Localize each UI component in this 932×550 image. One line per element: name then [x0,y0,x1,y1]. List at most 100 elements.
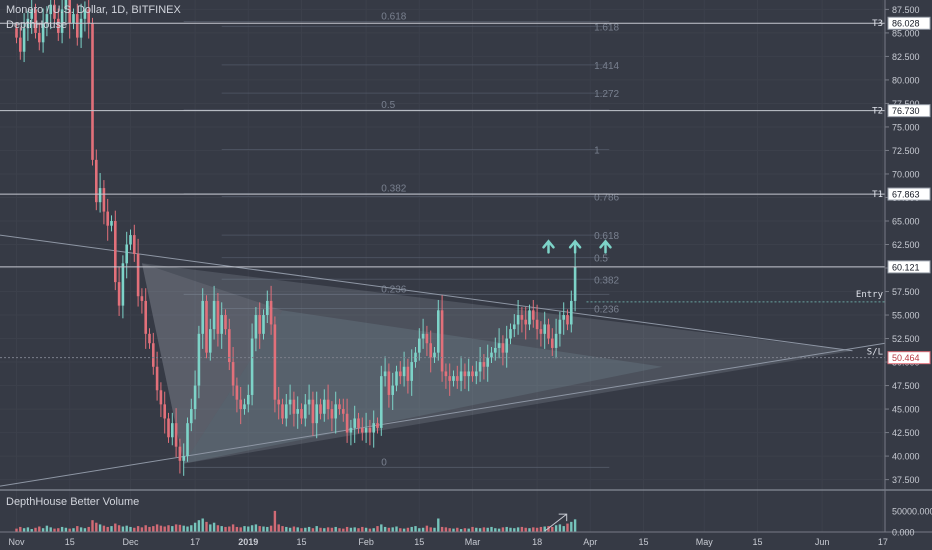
volume-bar [87,526,90,532]
candle-body [45,14,49,24]
candle-body [437,310,440,353]
volume-bar [535,527,539,532]
volume-bar [429,527,432,532]
volume-bar [266,526,269,532]
candle-body [425,333,429,344]
candle-body [490,352,493,358]
volume-bar [376,526,379,532]
candle-body [326,399,330,410]
volume-bar [532,527,535,532]
candle-body [281,404,284,419]
candle-body [216,300,220,334]
volume-bar [528,528,531,532]
volume-bar [361,526,364,532]
candle-body [258,315,261,334]
volume-bar [513,528,516,532]
fib-label: 0.5 [381,100,395,111]
candle-body [277,399,280,405]
volume-indicator-label[interactable]: DepthHouse Better Volume [6,496,140,508]
price-tick-label: 70.000 [892,169,920,179]
volume-bar [304,527,307,532]
price-label-value: 67.863 [892,190,920,200]
volume-bar [38,526,41,532]
volume-bar [178,524,182,532]
fib-label: 0.382 [381,184,406,195]
candles [15,0,577,476]
candle-body [311,399,315,424]
time-axis: Nov 15 Dec 17 2019 15 Feb 15 Mar 18 Apr 15 May 15 Jun 1… [8,537,887,547]
volume-bar [26,527,30,532]
volume-bar [212,522,216,532]
volume-bar [456,527,459,532]
candle-body [144,300,147,334]
indicator-label[interactable]: DepthHouse [6,19,68,31]
triangle-inner [183,310,663,464]
fib-label: 0.236 [381,284,406,295]
volume-bar [102,525,106,532]
candle-body [349,427,353,433]
price-tick-label: 82.500 [892,52,920,62]
candle-body [372,423,375,433]
volume-bar [288,527,292,532]
candle-body [414,352,417,363]
candle-body [34,9,37,33]
volume-bar [539,526,543,532]
candle-body [72,14,75,24]
fib-ext-label: 1.618 [594,22,619,33]
candle-body [250,338,254,395]
trend-arrow-icon [544,513,568,532]
candle-body [182,456,185,461]
volume-bar [152,526,155,532]
volume-bar [30,529,33,532]
time-tick-label: 15 [296,537,306,547]
volume-pane [0,489,932,532]
candle-body [338,404,341,410]
volume-bar [554,525,558,532]
volume-tick-label: 0.000 [892,528,915,538]
breakout-arrows [542,239,612,254]
volume-bar [186,526,189,532]
volume-bar [174,524,178,532]
candle-body [520,315,524,320]
volume-bar [254,524,258,532]
candle-body [87,9,90,24]
volume-bar [133,527,136,532]
volume-bar [459,529,463,532]
candle-body [547,324,550,339]
volume-bar [167,525,170,532]
candle-body [543,324,546,334]
volume-bar [334,526,337,532]
candle-body [163,404,166,419]
volume-bar [269,525,273,532]
volume-bar [262,526,265,532]
candle-body [478,362,482,372]
candle-body [91,23,94,160]
volume-bar [76,526,79,532]
time-tick-label: Dec [122,537,139,547]
volume-bar [72,528,75,532]
time-tick-label: Nov [8,537,25,547]
candle-body [463,371,467,377]
candle-body [380,376,383,428]
price-axis: 37.50040.00042.50045.00047.50050.00052.5… [0,0,932,538]
candle-body [558,319,562,334]
candle-body [353,418,356,428]
candle-body [361,427,364,433]
price-label-value: 50.464 [892,353,920,363]
candle-body [110,220,113,226]
volume-bar [380,524,383,532]
volume-bar [216,525,220,532]
price-tick-label: 55.000 [892,311,920,321]
volume-bar [136,526,140,532]
candle-body [41,23,45,43]
price-tick-label: 87.500 [892,5,920,15]
candle-body [159,390,163,405]
volume-bar [573,519,577,532]
volume-bar [296,527,299,532]
lower-trendline [0,342,886,487]
candle-body [136,253,140,297]
target-tag-label: T3 [872,19,883,29]
candle-body [323,399,326,414]
candle-body [410,362,413,381]
